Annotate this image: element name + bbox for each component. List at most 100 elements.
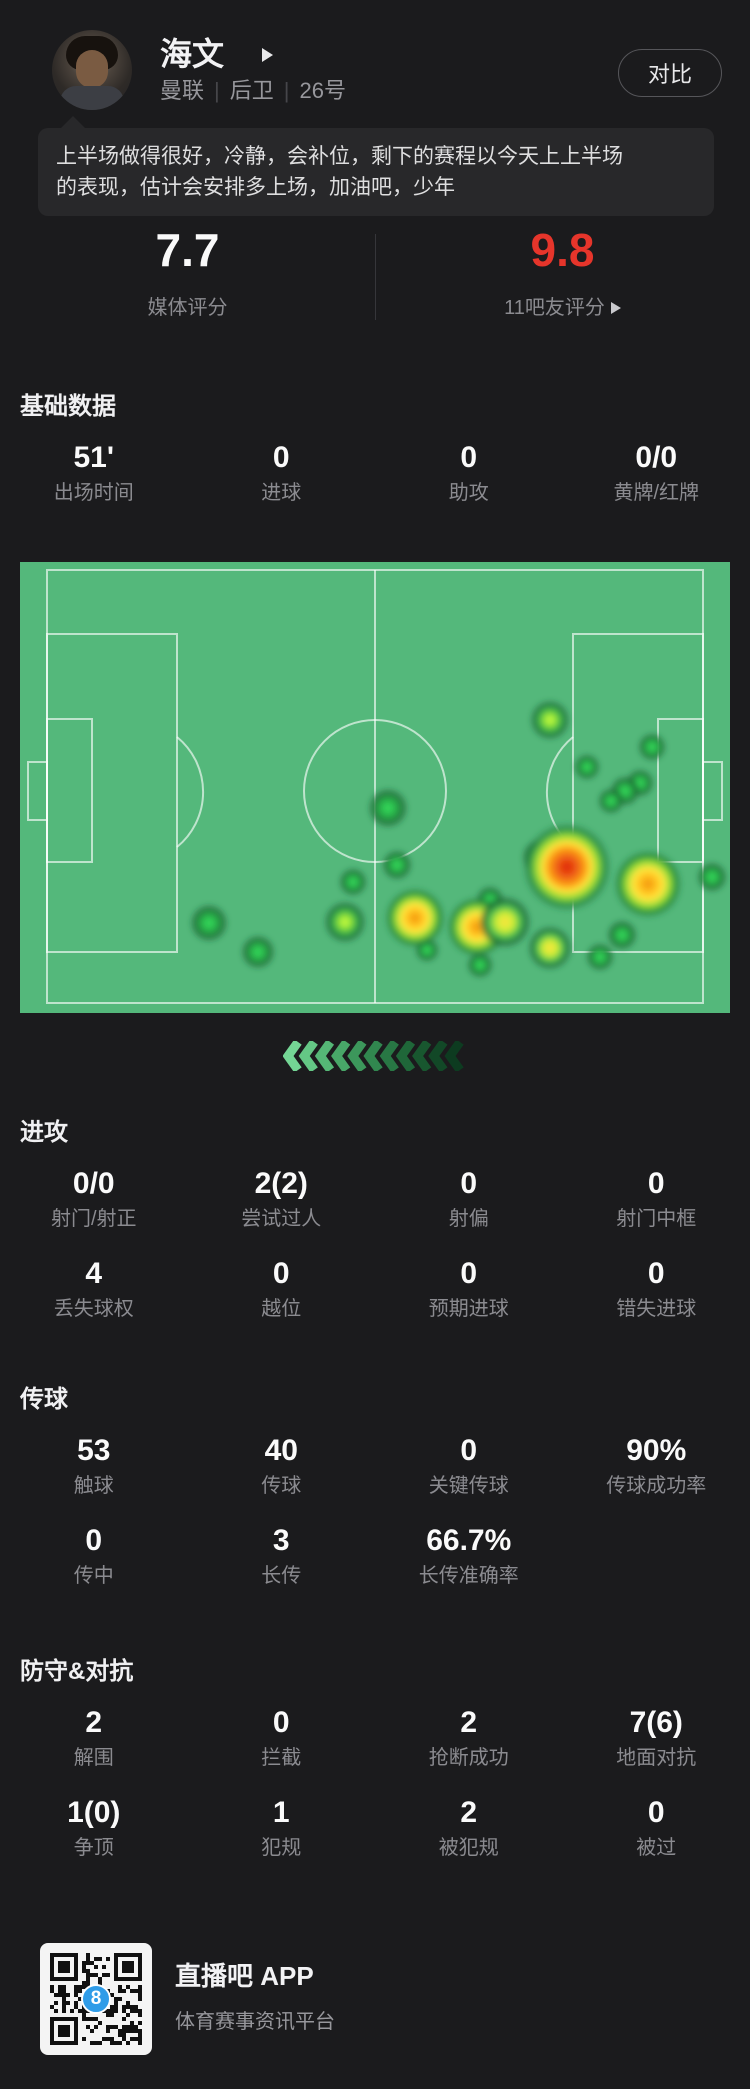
- stat-value: 0: [460, 441, 478, 474]
- stat-cell: 0 预期进球: [375, 1254, 563, 1344]
- compare-button[interactable]: 对比: [618, 49, 722, 97]
- stat-value: 0: [460, 1434, 478, 1467]
- pitch-svg: [20, 562, 730, 1013]
- player-subinfo: 曼联 | 后卫 | 26号: [160, 78, 346, 104]
- stat-label: 丢失球权: [53, 1298, 134, 1320]
- stat-row: 2 解围 0 拦截 2 抢断成功 7(6) 地面对抗: [0, 1703, 750, 1793]
- stat-label: 长传准确率: [418, 1565, 519, 1587]
- stat-label: 出场时间: [53, 482, 134, 504]
- stat-label: 传球成功率: [606, 1475, 707, 1497]
- stat-label: 错失进球: [616, 1298, 697, 1320]
- section-defense: 防守&对抗 2 解围 0 拦截 2 抢断成功 7(6) 地面对抗 1(0) 争顶 1 犯规 2 被犯规 0 被…: [0, 1657, 750, 1887]
- stat-label: 射偏: [448, 1208, 489, 1230]
- player-team: 曼联: [160, 78, 205, 103]
- stat-value: 90%: [626, 1434, 687, 1467]
- stat-value: 53: [77, 1434, 111, 1467]
- stat-cell: 0 射偏: [375, 1164, 563, 1254]
- stat-cell: 90% 传球成功率: [563, 1431, 750, 1521]
- player-detail-arrow-icon[interactable]: [262, 48, 273, 62]
- divider: |: [214, 78, 220, 103]
- stat-cell: 40 传球: [188, 1431, 376, 1521]
- stat-value: 2(2): [254, 1167, 308, 1200]
- ratings-divider: [375, 234, 376, 320]
- fan-rating-arrow-icon: [610, 302, 621, 314]
- stat-label: 被过: [636, 1837, 677, 1859]
- stat-label: 抢断成功: [428, 1747, 509, 1769]
- attack-direction-chevrons-icon: [283, 1041, 464, 1071]
- app-slogan: 体育赛事资讯平台: [175, 2011, 335, 2033]
- stat-cell: 0 越位: [188, 1254, 376, 1344]
- player-number: 26号: [299, 78, 346, 103]
- stat-cell: 0 关键传球: [375, 1431, 563, 1521]
- stat-value: 51': [73, 441, 114, 474]
- stat-cell: 0 错失进球: [563, 1254, 750, 1344]
- stat-label: 犯规: [261, 1837, 302, 1859]
- stat-label: 传球: [261, 1475, 302, 1497]
- divider: |: [283, 78, 290, 103]
- stat-cell: 2 被犯规: [375, 1793, 563, 1883]
- comment-bubble: 上半场做得很好，冷静，会补位，剩下的赛程以今天上上半场 的表现，估计会安排多上场…: [38, 128, 714, 216]
- stat-value: 1: [272, 1796, 290, 1829]
- stat-label: 射门/射正: [50, 1208, 137, 1230]
- section-passing: 传球 53 触球 40 传球 0 关键传球 90% 传球成功率 0 传中 3 长传 66.7% 长传准确率: [0, 1385, 750, 1615]
- media-rating-score: 7.7: [155, 224, 220, 276]
- section-passing-rows: 53 触球 40 传球 0 关键传球 90% 传球成功率 0 传中 3 长传 66.7% 长传准确率: [0, 1431, 750, 1611]
- app-name: 直播吧 APP: [175, 1961, 314, 1991]
- stat-cell: 1 犯规: [188, 1793, 376, 1883]
- stat-label: 助攻: [448, 482, 489, 504]
- stat-row: 1(0) 争顶 1 犯规 2 被犯规 0 被过: [0, 1793, 750, 1883]
- stat-cell: 4 丢失球权: [0, 1254, 188, 1344]
- stat-label: 黄牌/红牌: [613, 482, 700, 504]
- stat-row: 0 传中 3 长传 66.7% 长传准确率: [0, 1521, 750, 1611]
- stat-label: 传中: [73, 1565, 114, 1587]
- stat-row: 0/0 射门/射正 2(2) 尝试过人 0 射偏 0 射门中框: [0, 1164, 750, 1254]
- stat-value: 0: [272, 1257, 290, 1290]
- stat-cell: 66.7% 长传准确率: [375, 1521, 563, 1611]
- comment-line-2: 的表现，估计会安排多上场，加油吧，少年: [56, 176, 455, 199]
- section-defense-rows: 2 解围 0 拦截 2 抢断成功 7(6) 地面对抗 1(0) 争顶 1 犯规 2 被犯规 0 被过: [0, 1703, 750, 1883]
- ratings-block: 7.7 媒体评分 9.8 11吧友评分: [0, 224, 750, 334]
- stat-value: 0/0: [72, 1167, 115, 1200]
- heatmap-pitch: [20, 562, 730, 1013]
- stat-cell: 2 抢断成功: [375, 1703, 563, 1793]
- media-rating-label: 媒体评分: [147, 297, 228, 319]
- stat-cell: 2(2) 尝试过人: [188, 1164, 376, 1254]
- stat-value: 2: [460, 1796, 478, 1829]
- section-attack: 进攻 0/0 射门/射正 2(2) 尝试过人 0 射偏 0 射门中框 4 丢失球权 0 越位 0 预期进球…: [0, 1118, 750, 1348]
- stat-cell: 0/0 黄牌/红牌: [563, 438, 750, 528]
- stat-value: 0: [647, 1257, 665, 1290]
- stat-label: 地面对抗: [616, 1747, 697, 1769]
- stat-label: 进球: [261, 482, 302, 504]
- stat-value: 0: [647, 1796, 665, 1829]
- stat-label: 被犯规: [438, 1837, 499, 1859]
- player-avatar[interactable]: [52, 30, 132, 110]
- stat-label: 射门中框: [616, 1208, 697, 1230]
- stat-cell: 2 解围: [0, 1703, 188, 1793]
- stat-label: 解围: [73, 1747, 114, 1769]
- stat-value: 0: [460, 1257, 478, 1290]
- stat-cell: 7(6) 地面对抗: [563, 1703, 750, 1793]
- stat-label: 触球: [73, 1475, 114, 1497]
- comment-line-1: 上半场做得很好，冷静，会补位，剩下的赛程以今天上上半场: [56, 145, 623, 168]
- stat-cell: [563, 1521, 750, 1611]
- stat-row: 51' 出场时间 0 进球 0 助攻 0/0 黄牌/红牌: [0, 438, 750, 528]
- fan-rating-label[interactable]: 11吧友评分: [375, 296, 750, 320]
- stat-row: 53 触球 40 传球 0 关键传球 90% 传球成功率: [0, 1431, 750, 1521]
- stat-value: 0: [85, 1524, 103, 1557]
- stat-cell: 3 长传: [188, 1521, 376, 1611]
- section-basic-rows: 51' 出场时间 0 进球 0 助攻 0/0 黄牌/红牌: [0, 438, 750, 528]
- stat-label: 越位: [261, 1298, 302, 1320]
- stat-value: 1(0): [67, 1796, 121, 1829]
- fan-rating-score: 9.8: [530, 224, 595, 276]
- stat-value: 0: [647, 1167, 665, 1200]
- section-attack-title: 进攻: [20, 1119, 68, 1146]
- stat-value: 3: [272, 1524, 290, 1557]
- stat-label: 长传: [261, 1565, 302, 1587]
- player-position: 后卫: [229, 78, 274, 103]
- fan-rating[interactable]: 9.8 11吧友评分: [375, 224, 750, 334]
- stat-label: 争顶: [73, 1837, 114, 1859]
- stat-value: 7(6): [629, 1706, 683, 1739]
- section-basic: 基础数据 51' 出场时间 0 进球 0 助攻 0/0 黄牌/红牌: [0, 392, 750, 562]
- player-name[interactable]: 海文: [160, 36, 225, 72]
